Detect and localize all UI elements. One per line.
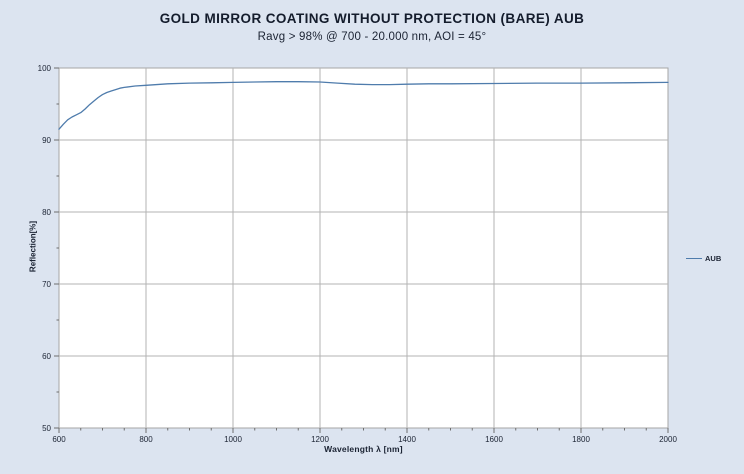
y-tick-label: 80 bbox=[42, 208, 51, 217]
x-tick-label: 1000 bbox=[224, 435, 242, 444]
x-tick-label: 1400 bbox=[398, 435, 416, 444]
gridlines bbox=[59, 68, 668, 428]
x-tick-label: 1200 bbox=[311, 435, 329, 444]
legend-line-swatch bbox=[686, 257, 702, 260]
y-tick-label: 60 bbox=[42, 352, 51, 361]
x-tick-label: 600 bbox=[52, 435, 66, 444]
x-tick-label: 2000 bbox=[659, 435, 677, 444]
plot-area bbox=[58, 67, 669, 429]
chart-title: GOLD MIRROR COATING WITHOUT PROTECTION (… bbox=[159, 11, 585, 26]
chart-header: GOLD MIRROR COATING WITHOUT PROTECTION (… bbox=[0, 11, 744, 43]
x-axis-label: Wavelength λ [nm] bbox=[324, 444, 403, 454]
y-tick-label: 90 bbox=[42, 136, 51, 145]
x-tick-label: 800 bbox=[139, 435, 153, 444]
y-axis-label: Reflection[%] bbox=[28, 220, 38, 273]
x-tick-label: 1600 bbox=[485, 435, 503, 444]
legend: AUB bbox=[686, 254, 721, 263]
tick-labels: 600 800 1000 1200 1400 1600 1800 2000 50 60 70 80 90… bbox=[38, 64, 678, 444]
series-line-aub bbox=[58, 81, 669, 130]
legend-series-label: AUB bbox=[705, 254, 722, 263]
y-tick-label: 70 bbox=[42, 280, 51, 289]
chart-subtitle: Ravg > 98% @ 700 - 20.000 nm, AOI = 45° bbox=[257, 31, 487, 43]
y-tick-label: 100 bbox=[38, 64, 52, 73]
x-tick-label: 1800 bbox=[572, 435, 590, 444]
axis-ticks bbox=[54, 67, 669, 433]
y-tick-label: 50 bbox=[42, 424, 51, 433]
